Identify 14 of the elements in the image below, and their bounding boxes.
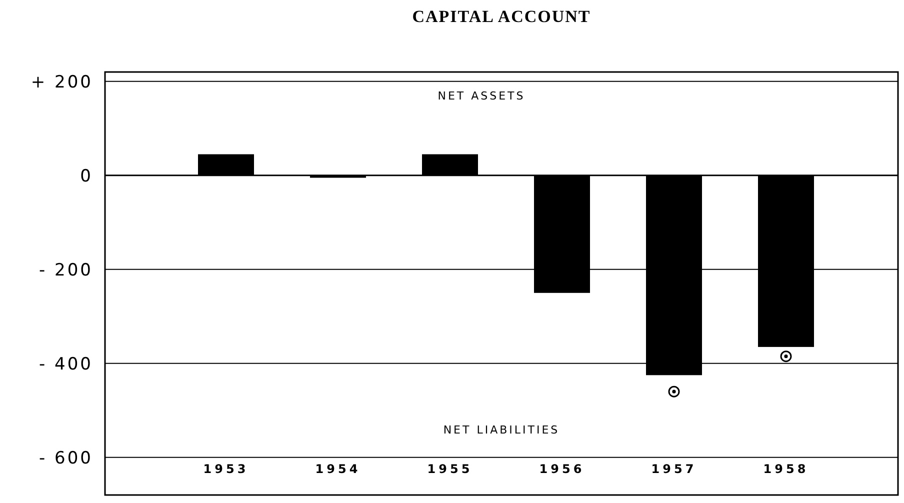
y-tick-label: 0 [80,166,93,186]
y-tick-label: + 200 [30,72,93,92]
annotation: NET ASSETS [438,89,526,102]
y-tick-label: - 200 [39,260,93,280]
y-tick-label: - 400 [39,354,93,374]
annotation: NET LIABILITIES [443,423,560,436]
x-tick-label: 1956 [539,462,585,476]
x-tick-label: 1958 [763,462,809,476]
chart-title: CAPITAL ACCOUNT [412,7,591,26]
x-tick-label: 1955 [427,462,473,476]
x-tick-label: 1954 [315,462,361,476]
y-tick-label: - 600 [39,448,93,468]
x-tick-label: 1957 [651,462,697,476]
x-tick-label: 1953 [203,462,249,476]
